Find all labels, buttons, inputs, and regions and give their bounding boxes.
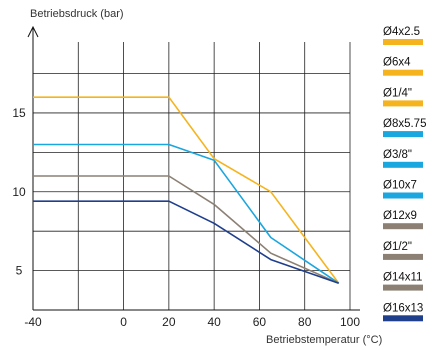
x-axis-title: Betriebstemperatur (°C) bbox=[266, 334, 382, 346]
legend-swatch bbox=[383, 315, 423, 322]
x-tick-label: -40 bbox=[24, 315, 42, 329]
legend-swatch bbox=[383, 223, 423, 230]
legend-label: Ø12x9 bbox=[383, 210, 417, 222]
legend-label: Ø16x13 bbox=[383, 302, 423, 314]
legend-label: Ø4x2.5 bbox=[383, 26, 420, 38]
legend-swatch bbox=[383, 253, 423, 260]
series-line-3 bbox=[33, 175, 340, 284]
series-group bbox=[33, 96, 340, 284]
y-tick-label: 10 bbox=[12, 185, 26, 199]
legend-swatch bbox=[383, 69, 423, 76]
legend-swatch bbox=[383, 39, 423, 45]
series-line-4 bbox=[33, 200, 339, 284]
series-line-2 bbox=[33, 143, 340, 284]
legend-swatch bbox=[383, 284, 423, 291]
legend-swatch bbox=[383, 100, 423, 107]
grid bbox=[33, 42, 351, 310]
y-axis-arrow bbox=[27, 25, 39, 38]
x-tick-label: 40 bbox=[207, 315, 221, 329]
legend-label: Ø1/2" bbox=[383, 241, 412, 253]
legend-label: Ø10x7 bbox=[383, 180, 417, 192]
x-tick-label: 100 bbox=[340, 315, 360, 329]
legend-swatch bbox=[383, 192, 423, 199]
y-axis-title: Betriebsdruck (bar) bbox=[30, 8, 124, 20]
legend-label: Ø1/4" bbox=[383, 87, 412, 99]
y-tick-label: 15 bbox=[12, 106, 26, 120]
legend-label: Ø14x11 bbox=[383, 272, 422, 284]
x-tick-label: 20 bbox=[162, 315, 176, 329]
legend-label: Ø8x5.75 bbox=[383, 118, 426, 130]
legend: Ø4x2.5 Ø6x4 Ø1/4" Ø8x5.75 Ø3/8" Ø10x7 Ø12x9 Ø1/… bbox=[383, 26, 426, 322]
x-tick-label: 80 bbox=[298, 315, 312, 329]
series-line-1 bbox=[33, 96, 340, 284]
legend-label: Ø3/8" bbox=[383, 149, 412, 161]
legend-swatch bbox=[383, 161, 423, 168]
axes bbox=[27, 25, 360, 311]
y-tick-label: 5 bbox=[16, 264, 23, 278]
x-tick-label: 0 bbox=[120, 315, 127, 329]
legend-label: Ø6x4 bbox=[383, 57, 411, 69]
legend-swatch bbox=[383, 131, 423, 138]
x-tick-label: 60 bbox=[253, 315, 267, 329]
tick-labels: -40 0 20 40 60 80 100 5 10 15 bbox=[12, 106, 360, 329]
